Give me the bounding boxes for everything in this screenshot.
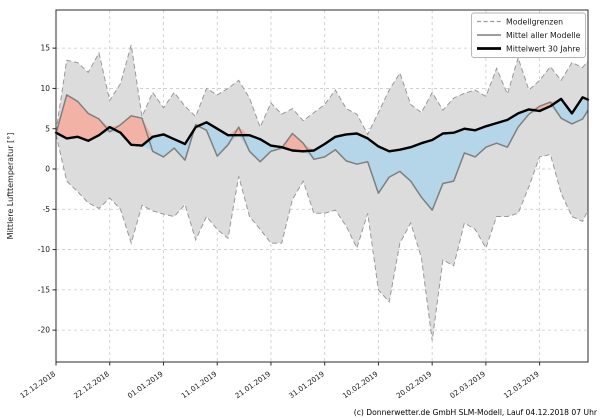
copyright-credit: (c) Donnerwetter.de GmbH SLM-Modell, Lau… <box>353 408 597 417</box>
svg-text:10.02.2019: 10.02.2019 <box>341 369 380 400</box>
svg-text:-5: -5 <box>43 205 51 214</box>
model-bound-lines <box>55 44 589 341</box>
svg-text:22.12.2018: 22.12.2018 <box>72 369 111 400</box>
svg-text:01.01.2019: 01.01.2019 <box>126 369 165 400</box>
y-axis-title: Mittlere Lufttemperatur [°] <box>6 133 15 240</box>
svg-text:20.02.2019: 20.02.2019 <box>394 369 433 400</box>
legend-label: Mittel aller Modelle <box>506 31 581 40</box>
svg-text:15: 15 <box>40 44 50 53</box>
svg-text:12.12.2018: 12.12.2018 <box>18 369 57 400</box>
legend-label: Mittelwert 30 Jahre <box>506 44 580 53</box>
colder-than-climate-area <box>56 97 588 211</box>
svg-text:-10: -10 <box>38 245 50 254</box>
svg-text:5: 5 <box>45 124 50 133</box>
legend-label: Modellgrenzen <box>506 17 563 26</box>
svg-text:10: 10 <box>40 84 50 93</box>
climate-mean-line <box>54 96 590 153</box>
svg-text:-15: -15 <box>38 285 50 294</box>
svg-text:12.03.2019: 12.03.2019 <box>502 369 541 400</box>
svg-text:11.01.2019: 11.01.2019 <box>179 369 218 400</box>
model-mean-line <box>55 94 589 211</box>
svg-text:21.01.2019: 21.01.2019 <box>233 369 272 400</box>
legend: Modellgrenzen Mittel aller Modelle Mittelw… <box>471 12 586 58</box>
svg-text:-20: -20 <box>38 326 50 335</box>
model-envelope-area <box>56 44 588 341</box>
svg-text:31.01.2019: 31.01.2019 <box>287 369 326 400</box>
legend-box <box>471 12 586 58</box>
svg-text:02.03.2019: 02.03.2019 <box>448 369 487 400</box>
svg-text:0: 0 <box>45 165 50 174</box>
